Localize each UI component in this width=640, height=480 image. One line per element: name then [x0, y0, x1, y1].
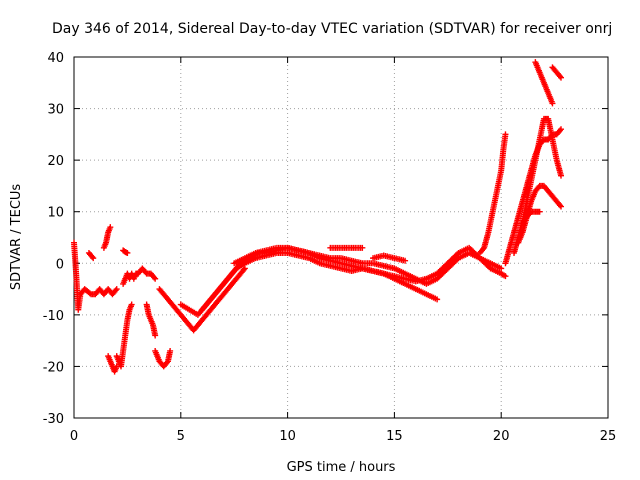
- data-point-marker: [359, 244, 366, 251]
- data-point-marker: [113, 286, 120, 293]
- y-axis-label: SDTVAR / TECUs: [9, 184, 24, 291]
- data-point-marker: [241, 265, 248, 272]
- series-trace-b: [85, 249, 97, 262]
- series-trace-q: [476, 131, 509, 256]
- data-point-marker: [558, 126, 565, 133]
- data-point-marker: [163, 359, 170, 366]
- series-trace-v: [532, 59, 556, 107]
- data-points: [71, 59, 565, 375]
- series-trace-i: [143, 301, 159, 339]
- data-point-marker: [89, 253, 96, 260]
- data-point-marker: [167, 347, 174, 354]
- data-point-marker: [90, 255, 97, 262]
- data-point-marker: [128, 301, 135, 308]
- data-point-marker: [240, 266, 247, 273]
- x-tick-label: 20: [493, 429, 510, 444]
- y-tick-label: -20: [43, 360, 64, 375]
- x-tick-label: 0: [70, 429, 78, 444]
- data-point-marker: [152, 332, 159, 339]
- data-point-marker: [549, 100, 556, 107]
- x-tick-label: 5: [177, 429, 185, 444]
- data-point-marker: [151, 274, 158, 281]
- data-point-marker: [502, 131, 509, 138]
- y-tick-label: -10: [43, 309, 64, 324]
- grid-lines: [74, 57, 608, 418]
- series-trace-u: [519, 208, 543, 226]
- data-point-marker: [434, 296, 441, 303]
- series-trace-f: [120, 247, 131, 256]
- x-tick-label: 15: [386, 429, 403, 444]
- y-tick-label: -30: [43, 412, 64, 427]
- series-trace-o: [327, 244, 366, 251]
- series-trace-a: [71, 239, 120, 313]
- series-trace-m: [199, 244, 509, 313]
- data-point-marker: [107, 224, 114, 231]
- data-point-marker: [556, 202, 563, 209]
- data-point-marker: [124, 249, 131, 256]
- y-tick-label: 30: [47, 103, 64, 118]
- y-tick-label: 40: [47, 51, 64, 66]
- series-trace-j: [152, 347, 174, 370]
- plot-area-border: [73, 56, 609, 419]
- data-point-marker: [402, 257, 409, 264]
- data-point-marker: [556, 127, 563, 134]
- data-point-marker: [556, 73, 563, 80]
- data-point-marker: [558, 172, 565, 179]
- series-trace-w: [549, 64, 565, 81]
- y-tick-label: 20: [47, 154, 64, 169]
- y-tick-label: 10: [47, 206, 64, 221]
- axis-ticks: 0 5 10 15 20 25 -30 -20 -10 0 10 20 30 40: [43, 51, 617, 444]
- data-point-marker: [536, 208, 543, 215]
- x-axis-label: GPS time / hours: [287, 460, 396, 475]
- data-point-marker: [502, 273, 509, 280]
- series-trace-h: [135, 265, 159, 282]
- series-trace-p: [370, 252, 409, 264]
- data-point-marker: [112, 287, 119, 294]
- series-trace-n: [231, 244, 505, 287]
- data-point-marker: [152, 275, 159, 282]
- chart-title: Day 346 of 2014, Sidereal Day-to-day VTE…: [52, 21, 612, 37]
- series-trace-k: [156, 265, 248, 334]
- data-point-marker: [558, 203, 565, 210]
- x-tick-label: 10: [279, 429, 296, 444]
- data-point-marker: [558, 74, 565, 81]
- series-trace-c: [100, 224, 114, 251]
- series-trace-e: [113, 301, 135, 370]
- x-tick-label: 25: [600, 429, 617, 444]
- data-point-marker: [86, 290, 93, 297]
- series-trace-d: [105, 353, 120, 375]
- data-point-marker: [498, 265, 505, 272]
- y-tick-label: 0: [56, 257, 64, 272]
- data-point-marker: [480, 246, 487, 253]
